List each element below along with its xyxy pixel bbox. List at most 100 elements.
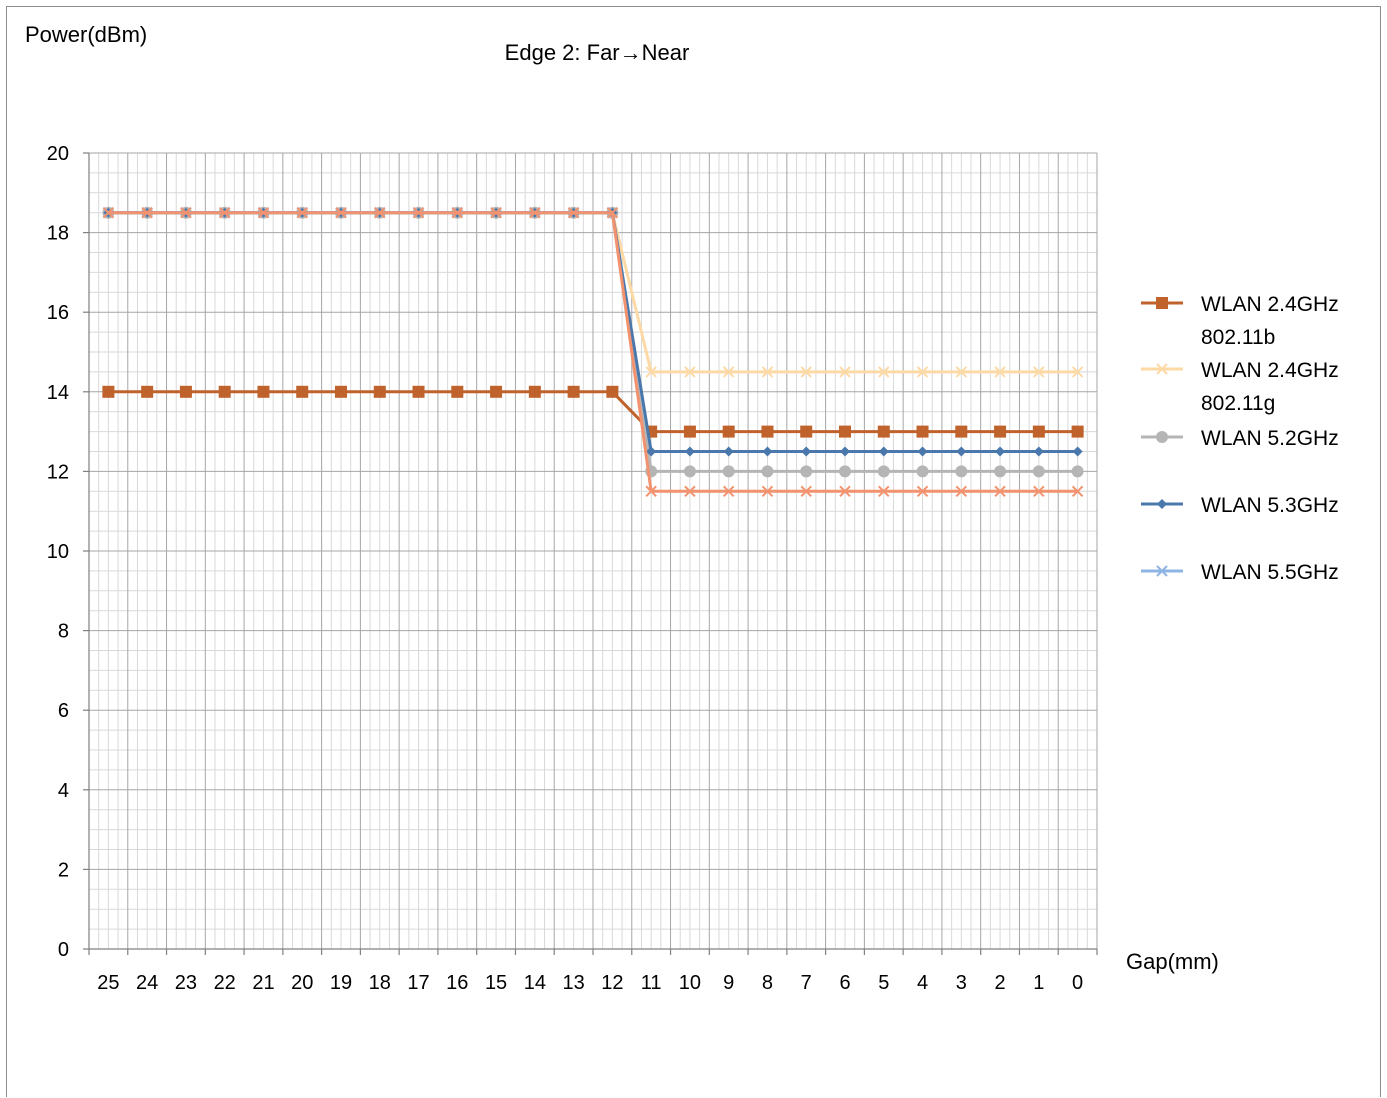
- series-1-line: [108, 390, 1078, 434]
- chart-title: Edge 2: Far→Near: [505, 40, 690, 65]
- series-1-point: [800, 425, 813, 438]
- series-4-point: [840, 446, 850, 457]
- legend-entry-1: WLAN 2.4GHz 802.11b: [1141, 293, 1339, 349]
- x-tick-labels: 25 24 23 22 21 20 19 18 17 16 15 14 13 12 11 10 9 8 7 6 5 4 3 2…: [97, 972, 1083, 994]
- series-4-point: [917, 446, 928, 457]
- series-1-point: [528, 385, 541, 398]
- y-tick-label: 6: [58, 700, 69, 722]
- series-6-point: [1033, 485, 1045, 498]
- axes: [83, 152, 1098, 955]
- series-6-point: [218, 206, 231, 219]
- x-axis-label: Gap(mm): [1126, 949, 1219, 974]
- series-6-point: [451, 206, 464, 219]
- y-tick-label: 10: [47, 541, 69, 563]
- series-6-point: [1071, 485, 1084, 498]
- series-4-point: [1033, 446, 1044, 457]
- x-tick-label: 6: [839, 972, 850, 994]
- series-2-point: [684, 366, 696, 378]
- series-6-point: [645, 485, 657, 498]
- series-6-point: [141, 206, 153, 219]
- legend-label: WLAN 5.3GHz: [1201, 494, 1339, 517]
- series-1-point: [296, 385, 309, 398]
- x-tick-label: 2: [995, 972, 1006, 994]
- series-4-point: [878, 446, 889, 457]
- series-3-point: [722, 465, 735, 478]
- series-1-point: [102, 385, 115, 398]
- series-1-point: [722, 425, 735, 438]
- series-6-point: [257, 206, 270, 219]
- series-6-point: [878, 485, 890, 498]
- x-tick-label: 14: [524, 972, 546, 994]
- series-2-point: [800, 366, 812, 378]
- series-6-point: [529, 206, 541, 219]
- legend-swatch-marker: [1157, 499, 1167, 509]
- series-1-point: [335, 385, 347, 398]
- series-2-point: [761, 366, 774, 378]
- x-tick-label: 8: [762, 972, 773, 994]
- y-tick-label: 2: [58, 859, 69, 881]
- legend-label: WLAN 2.4GHz: [1201, 359, 1339, 382]
- series-6-point: [684, 485, 696, 498]
- x-tick-label: 7: [801, 972, 812, 994]
- series-6-point: [994, 485, 1006, 498]
- series-6-point: [180, 206, 192, 219]
- x-tick-label: 23: [175, 972, 197, 994]
- series-1-point: [257, 385, 270, 398]
- series-6-point: [296, 206, 308, 219]
- y-tick-label: 20: [47, 143, 69, 165]
- legend-label: WLAN 2.4GHz: [1201, 293, 1339, 316]
- legend-swatch-marker: [1156, 565, 1168, 577]
- x-tick-label: 15: [485, 972, 507, 994]
- x-tick-label: 12: [601, 972, 623, 994]
- series-1-point: [373, 385, 386, 398]
- series-2-point: [645, 366, 657, 378]
- legend-swatch-marker: [1156, 431, 1168, 443]
- series-2-point: [878, 366, 890, 378]
- y-axis-label: Power(dBm): [25, 22, 147, 47]
- series-1-point: [1032, 425, 1045, 438]
- series-1-point: [141, 385, 154, 398]
- major-gridlines: [89, 152, 1098, 949]
- series-6-point: [335, 206, 347, 219]
- series-6-point: [490, 206, 502, 219]
- series-3-point: [1071, 465, 1084, 478]
- legend-entry-2: WLAN 2.4GHz 802.11g: [1141, 359, 1339, 415]
- series-1-point: [761, 425, 774, 438]
- series-4-point: [646, 446, 657, 457]
- x-tick-label: 20: [291, 972, 313, 994]
- series-6-point: [102, 206, 115, 219]
- series-6-point: [839, 485, 851, 498]
- series-3-point: [1032, 465, 1045, 478]
- legend-label: WLAN 5.2GHz: [1201, 427, 1339, 450]
- series-4-point: [801, 446, 812, 457]
- series-6-point: [374, 206, 386, 219]
- y-tick-labels: 0 2 4 6 8 10 12 14 16 18 20: [47, 143, 69, 961]
- series-1-point: [994, 425, 1007, 438]
- series-4-point: [684, 446, 695, 457]
- legend-entry-3: WLAN 5.2GHz: [1141, 427, 1339, 450]
- series-1-point: [606, 385, 619, 398]
- legend-label: 802.11b: [1201, 326, 1275, 349]
- series-2-point: [1033, 366, 1045, 378]
- series-6-point: [722, 485, 735, 498]
- series-2-point: [916, 366, 929, 378]
- y-tick-label: 18: [47, 223, 69, 245]
- series-1-point: [1071, 425, 1084, 438]
- x-tick-label: 25: [97, 972, 119, 994]
- x-tick-label: 3: [956, 972, 967, 994]
- series-3-point: [877, 465, 890, 478]
- series-6-point: [412, 206, 425, 219]
- legend-swatch-marker: [1156, 363, 1168, 375]
- y-tick-label: 4: [58, 780, 69, 802]
- legend-label: WLAN 5.5GHz: [1201, 561, 1339, 584]
- series-6-point: [606, 206, 619, 219]
- series-6-point: [761, 485, 774, 498]
- x-tick-label: 13: [562, 972, 584, 994]
- series-1: [102, 385, 1084, 438]
- series-3-point: [761, 465, 774, 478]
- x-tick-label: 1: [1033, 972, 1044, 994]
- x-tick-label: 17: [407, 972, 429, 994]
- series-3-point: [955, 465, 968, 478]
- legend-entry-4: WLAN 5.3GHz: [1141, 494, 1339, 517]
